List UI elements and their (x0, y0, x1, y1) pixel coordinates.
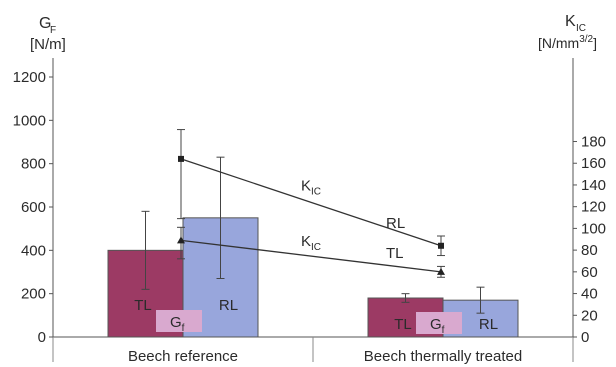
kic-point-triangle (437, 267, 445, 275)
left-tick-label: 200 (21, 286, 46, 303)
bar-orientation-label: RL (219, 297, 238, 314)
right-axis-unit-sup: 3/2 (579, 34, 593, 45)
kic-series-label: TL (386, 245, 404, 262)
right-tick-label: 180 (581, 134, 606, 151)
right-axis-title: K IC [N/mm3/2] (538, 13, 597, 51)
kic-line-rl (180, 158, 442, 247)
gf-label-box (156, 310, 202, 332)
kic-label: KIC (301, 233, 321, 253)
right-axis-title-main: K (565, 13, 576, 30)
bar-orientation-label: TL (394, 316, 412, 333)
kic-line-tl (180, 239, 442, 273)
kic-series-label: RL (386, 215, 405, 232)
left-tick-label: 400 (21, 242, 46, 259)
right-tick-label: 100 (581, 220, 606, 237)
left-tick-label: 1000 (13, 112, 46, 129)
kic-point-triangle (177, 236, 185, 244)
right-axis-unit: [N/mm3/2] (538, 34, 597, 51)
bar-orientation-label: RL (479, 316, 498, 333)
gf-label: Gf (170, 314, 185, 334)
left-axis-title-sub: F (50, 25, 56, 36)
right-tick-label: 140 (581, 177, 606, 194)
right-axis-unit-close: ] (593, 35, 597, 51)
right-tick-label: 80 (581, 242, 598, 259)
right-tick-label: 40 (581, 286, 598, 303)
gf-label: Gf (430, 316, 445, 336)
right-axis-ticks: 0 20 40 60 80 100 120 140 160 180 (573, 134, 606, 346)
kic-label: KIC (301, 177, 321, 197)
left-axis-title: G F [N/m] (30, 15, 66, 53)
kic-point-square (178, 155, 184, 162)
right-tick-label: 20 (581, 307, 598, 324)
gf-label-box (416, 312, 462, 334)
kic-lines-layer: KIC RL KIC TL (177, 129, 445, 278)
left-tick-label: 1200 (13, 69, 46, 86)
left-tick-label: 600 (21, 199, 46, 216)
category-labels: Beech reference Beech thermally treated (128, 348, 522, 365)
category-label: Beech reference (128, 348, 238, 365)
left-tick-label: 800 (21, 156, 46, 173)
left-tick-label: 0 (38, 329, 46, 346)
right-tick-label: 60 (581, 264, 598, 281)
left-axis-title-main: G (39, 15, 51, 32)
kic-point-square (438, 242, 444, 249)
bars-layer: TL RL Gf TL RL Gf (107, 156, 519, 338)
right-axis-title-sub: IC (576, 23, 586, 34)
right-tick-label: 0 (581, 329, 589, 346)
left-axis-unit: [N/m] (30, 36, 66, 53)
bar-orientation-label: TL (134, 297, 152, 314)
right-axis-unit-main: [N/mm (538, 35, 579, 51)
category-label: Beech thermally treated (364, 348, 522, 365)
right-tick-label: 160 (581, 155, 606, 172)
right-tick-label: 120 (581, 199, 606, 216)
left-axis-ticks: 0 200 400 600 800 1000 1200 (13, 69, 53, 346)
